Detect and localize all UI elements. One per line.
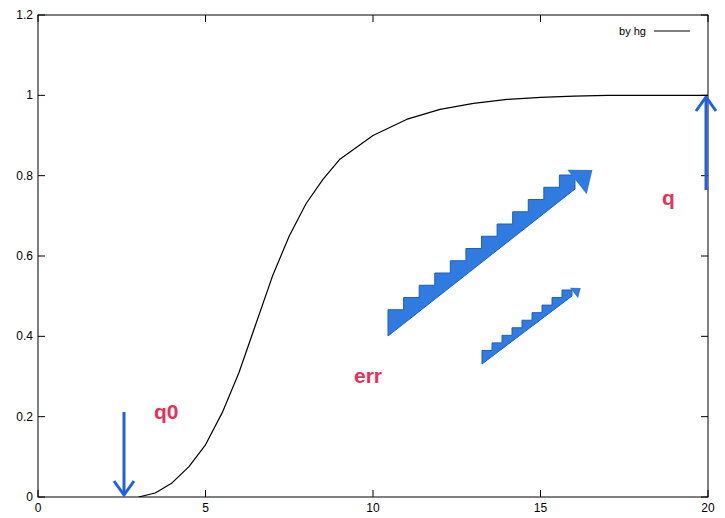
y-tick-mirror: [701, 15, 708, 16]
y-tick-label: 0.6: [16, 249, 33, 263]
x-tick-mirror: [373, 15, 374, 22]
arrow-shaft: [705, 97, 708, 190]
stairs-arrow: [567, 170, 592, 195]
chart: 0 5 10 15 20 0 0.2 0.4 0.6 0.8 1 1.2 by hg q0 err q: [0, 0, 725, 518]
stairs-icon: [482, 288, 581, 364]
x-tick-label: 20: [701, 501, 715, 515]
plot-frame: [38, 15, 708, 497]
x-tick-mirror: [708, 15, 709, 22]
arrow-head: [114, 481, 134, 495]
y-tick: [38, 416, 45, 417]
x-tick: [373, 490, 374, 497]
x-tick: [205, 490, 206, 497]
legend-swatch: [654, 30, 690, 31]
annotation: err: [354, 364, 382, 387]
y-tick-label: 1: [26, 88, 33, 102]
stairs-arrow: [570, 288, 581, 299]
x-tick-label: 15: [534, 501, 548, 515]
x-tick-label: 10: [366, 501, 380, 515]
blue-arrow: [696, 97, 716, 190]
annotation: q: [662, 186, 675, 209]
plot-area: [139, 95, 709, 497]
x-tick-mirror: [205, 15, 206, 22]
y-tick-mirror: [701, 256, 708, 257]
x-tick: [708, 490, 709, 497]
series-line: [139, 95, 709, 497]
y-tick: [38, 497, 45, 498]
stairs-icon: [388, 170, 592, 336]
y-tick-mirror: [701, 497, 708, 498]
y-tick-mirror: [701, 416, 708, 417]
y-tick-label: 0.2: [16, 410, 33, 424]
x-tick-mirror: [540, 15, 541, 22]
legend-label: by hg: [619, 25, 646, 37]
y-tick-label: 0.8: [16, 169, 33, 183]
y-tick: [38, 256, 45, 257]
y-tick-mirror: [701, 336, 708, 337]
blue-arrow: [114, 412, 134, 495]
y-tick: [38, 175, 45, 176]
arrow-head: [696, 97, 716, 111]
annotation: q0: [154, 400, 179, 423]
x-tick: [540, 490, 541, 497]
stairs-body: [482, 290, 572, 364]
x-tick-mirror: [38, 15, 39, 22]
x-tick-label: 0: [35, 501, 42, 515]
y-tick: [38, 336, 45, 337]
y-tick-label: 0: [26, 490, 33, 504]
x-tick: [38, 490, 39, 497]
x-tick-label: 5: [202, 501, 209, 515]
arrow-shaft: [123, 412, 126, 495]
y-tick-label: 1.2: [16, 8, 33, 22]
y-tick: [38, 95, 45, 96]
y-tick-label: 0.4: [16, 329, 33, 343]
y-tick: [38, 15, 45, 16]
